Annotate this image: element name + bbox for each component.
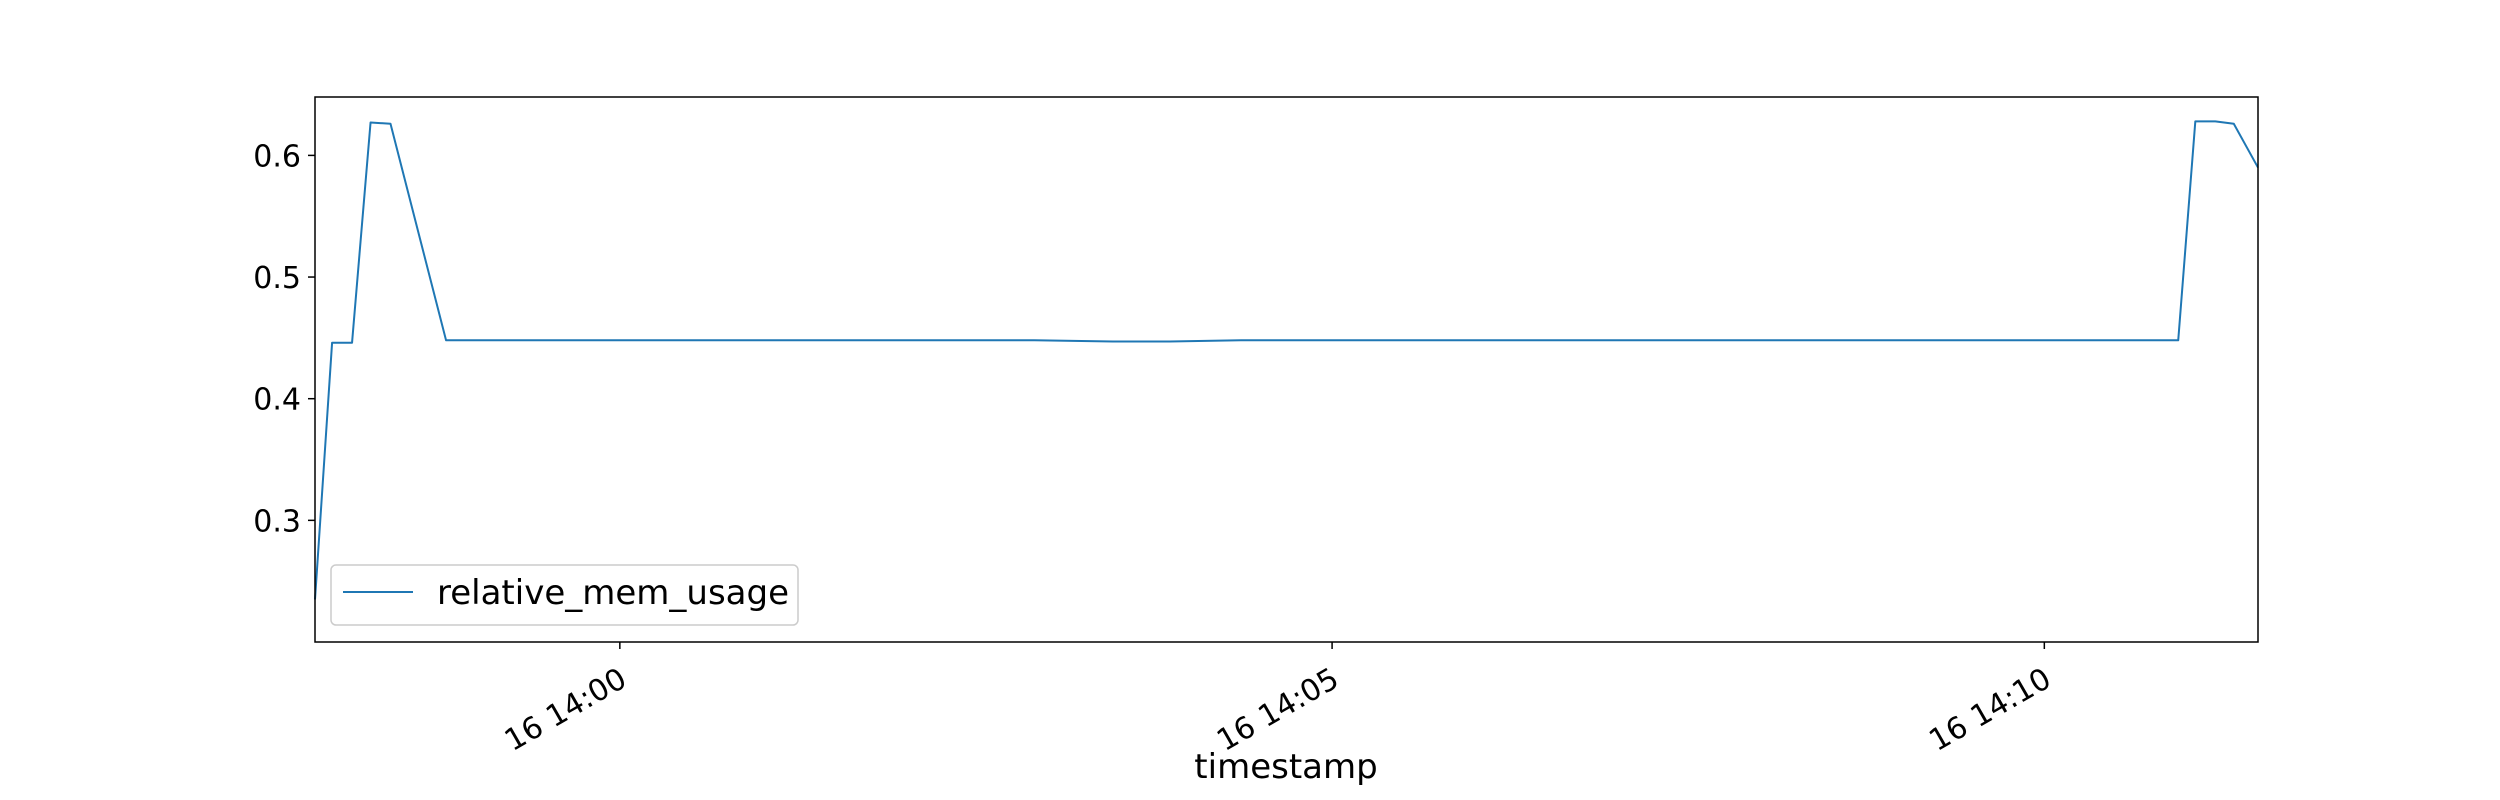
legend-box — [330, 564, 799, 626]
y-tick-label: 0.3 — [253, 504, 301, 539]
plot-frame — [314, 96, 2259, 643]
y-tick-label: 0.4 — [253, 383, 301, 418]
legend-label-relative-mem-usage: relative_mem_usage — [437, 573, 789, 613]
legend: relative_mem_usage — [330, 564, 799, 626]
y-tick-label: 0.6 — [253, 139, 301, 174]
x-axis-label: timestamp — [1194, 747, 1377, 787]
series-line-relative-mem-usage — [314, 120, 2259, 600]
y-tick-label: 0.5 — [253, 261, 301, 296]
